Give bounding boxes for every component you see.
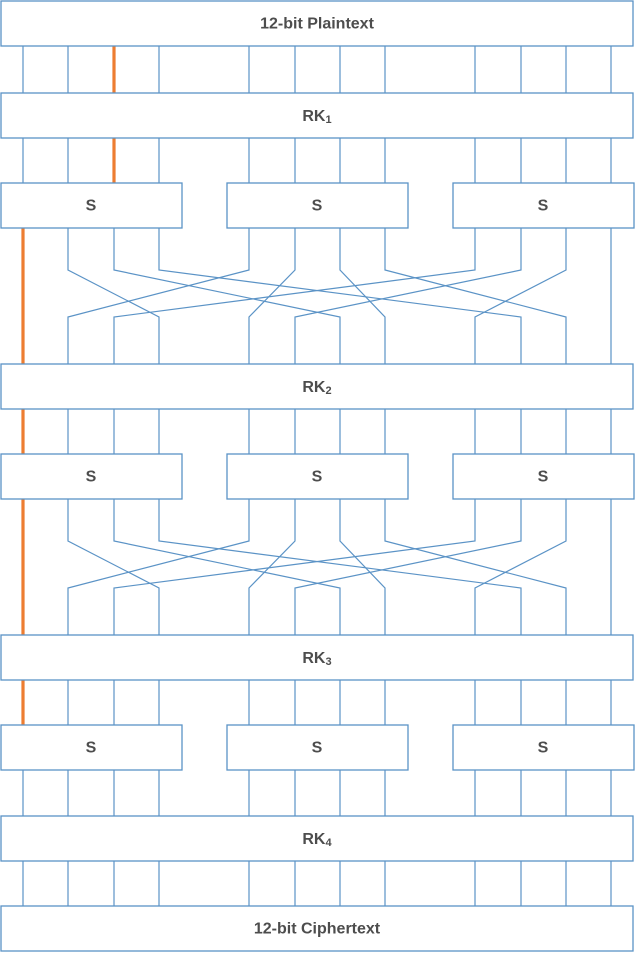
- sbox-1-2: [226, 182, 409, 229]
- permutation-wire: [294, 499, 522, 635]
- permutation-wire: [67, 499, 250, 635]
- permutation-wire: [248, 499, 296, 635]
- sbox-3-2: [226, 724, 409, 771]
- permutation-wire: [248, 228, 296, 364]
- permutation-wire: [339, 499, 386, 635]
- sbox-label: S: [86, 740, 97, 757]
- ciphertext-box: [0, 905, 634, 952]
- permutation-wire: [67, 499, 160, 635]
- permutation-wire: [67, 228, 160, 364]
- permutation-wire: [384, 228, 567, 364]
- sbox-1-1: [0, 182, 183, 229]
- sbox-label: S: [538, 198, 549, 215]
- permutation-wire: [113, 499, 476, 635]
- sbox-label: S: [538, 740, 549, 757]
- permutation-wire: [113, 228, 476, 364]
- plaintext-box: [0, 0, 634, 47]
- sbox-label: S: [86, 198, 97, 215]
- sbox-label: S: [538, 469, 549, 486]
- sbox-label: S: [86, 469, 97, 486]
- sbox-label: S: [312, 740, 323, 757]
- permutation-wire: [339, 228, 386, 364]
- permutation-wire: [67, 228, 250, 364]
- permutation-wire: [113, 228, 341, 364]
- sbox-3-1: [0, 724, 183, 771]
- permutation-wire: [294, 228, 522, 364]
- permutation-wire: [474, 228, 567, 364]
- permutation-wire: [158, 228, 522, 364]
- permutation-wire: [158, 499, 522, 635]
- round-key-2-label: RK2: [302, 379, 331, 398]
- round-key-3-label: RK3: [302, 650, 331, 669]
- sbox-label: S: [312, 198, 323, 215]
- permutation-wire: [384, 499, 567, 635]
- round-key-1-label: RK1: [302, 108, 331, 127]
- permutation-wire: [113, 499, 341, 635]
- sbox-2-2: [226, 453, 409, 500]
- round-key-2-box: [0, 363, 634, 410]
- sbox-1-3: [452, 182, 635, 229]
- round-key-4-label: RK4: [302, 831, 332, 850]
- ciphertext-label: 12-bit Ciphertext: [254, 921, 381, 938]
- round-key-3-box: [0, 634, 634, 681]
- permutation-wire: [474, 499, 567, 635]
- plaintext-label: 12-bit Plaintext: [260, 16, 374, 33]
- sbox-2-1: [0, 453, 183, 500]
- sbox-2-3: [452, 453, 635, 500]
- round-key-1-box: [0, 92, 634, 139]
- sbox-label: S: [312, 469, 323, 486]
- round-key-4-box: [0, 815, 634, 862]
- sbox-3-3: [452, 724, 635, 771]
